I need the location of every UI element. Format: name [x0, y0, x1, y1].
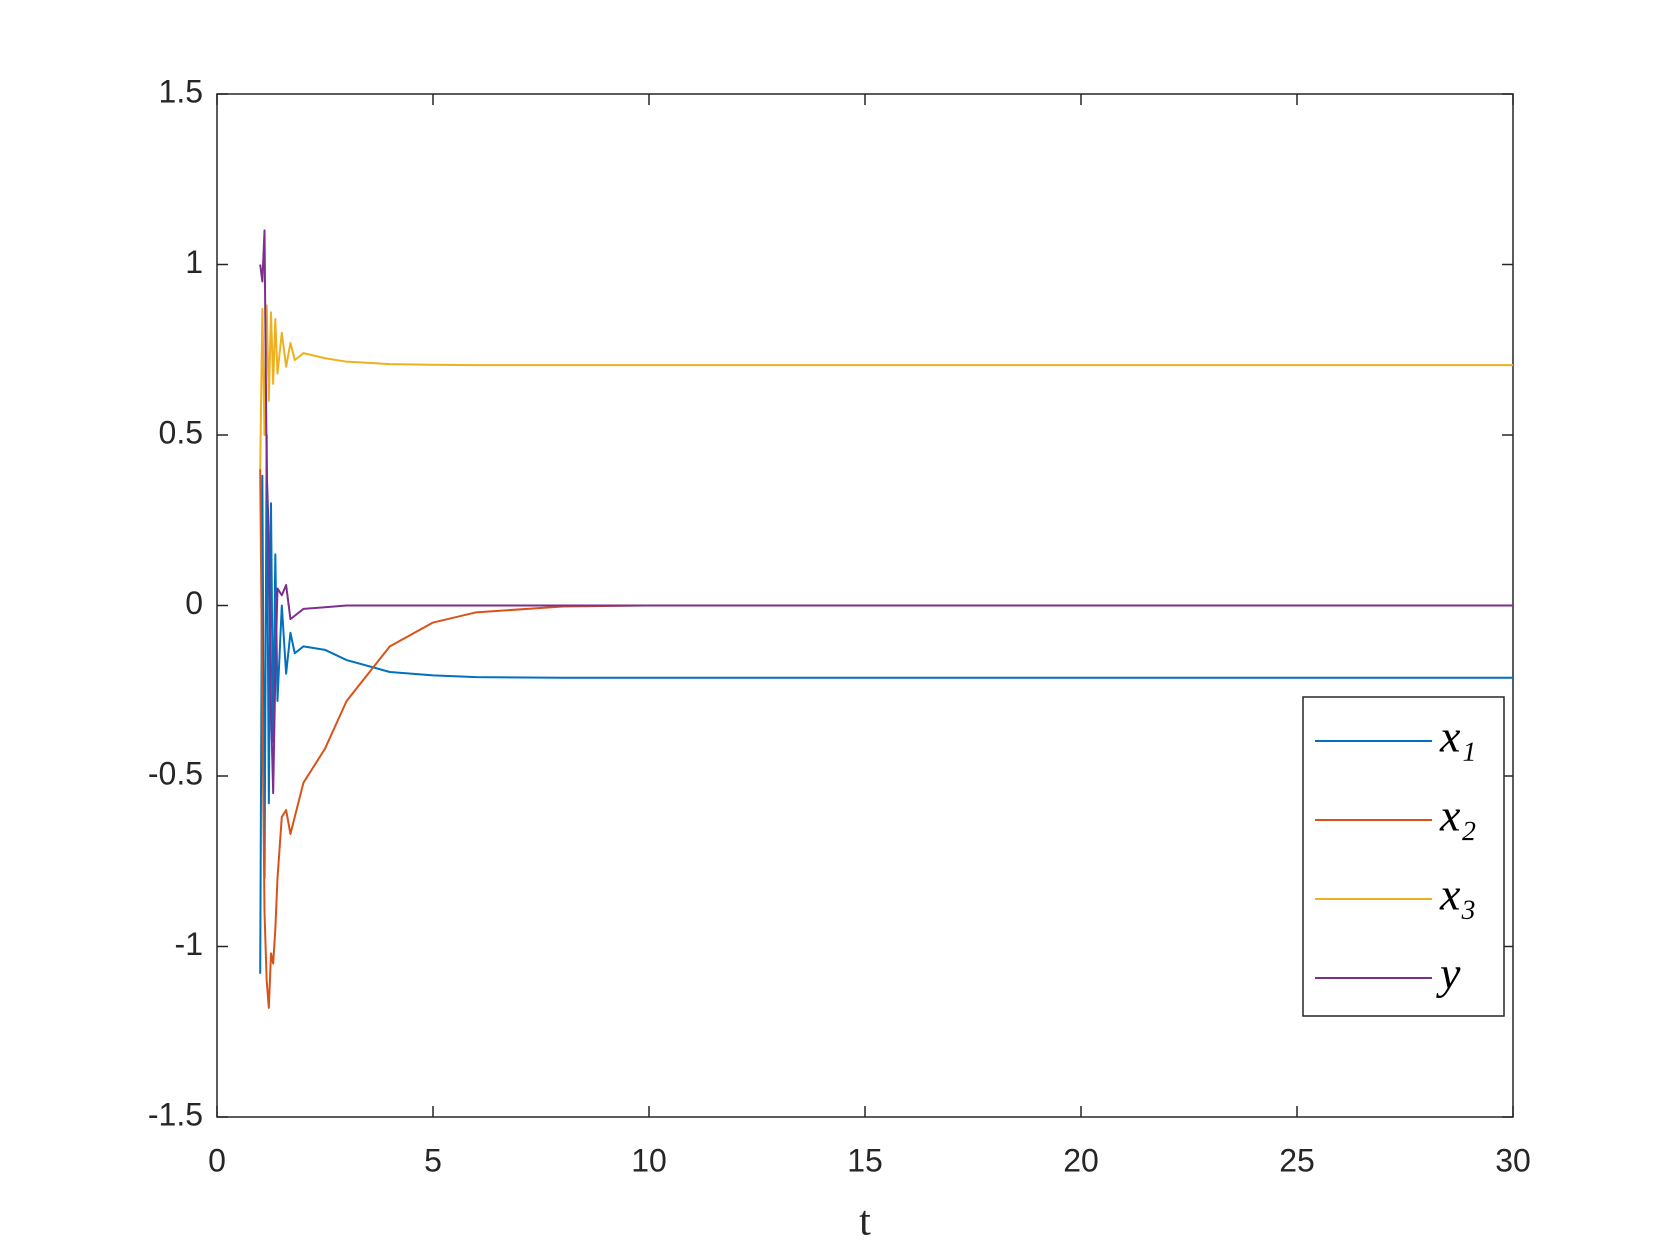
x-tick-label: 20 — [1063, 1142, 1099, 1178]
legend-label: x₃ — [1439, 869, 1476, 920]
legend-box — [1302, 696, 1505, 1017]
y-tick-label: -0.5 — [148, 755, 203, 791]
y-tick-label: 0.5 — [159, 414, 203, 450]
series-line — [259, 304, 1513, 470]
y-tick-label: -1.5 — [148, 1096, 203, 1132]
x-tick-label: 10 — [631, 1142, 667, 1178]
x-tick-label: 0 — [208, 1142, 226, 1178]
y-tick-label: 0 — [185, 585, 203, 621]
x-tick-label: 25 — [1279, 1142, 1315, 1178]
x-tick-label: 5 — [424, 1142, 442, 1178]
x-tick-label: 15 — [847, 1142, 883, 1178]
x-tick-label: 30 — [1495, 1142, 1531, 1178]
series-line — [259, 229, 1513, 795]
y-tick-label: 1.5 — [159, 73, 203, 109]
legend-label: y — [1436, 948, 1461, 999]
legend-label: x₂ — [1439, 790, 1476, 841]
y-tick-label: -1 — [175, 926, 203, 962]
series-line — [259, 434, 1513, 974]
legend-label: x₁ — [1439, 711, 1476, 762]
y-tick-label: 1 — [185, 244, 203, 280]
x-axis-label: t — [859, 1199, 871, 1245]
